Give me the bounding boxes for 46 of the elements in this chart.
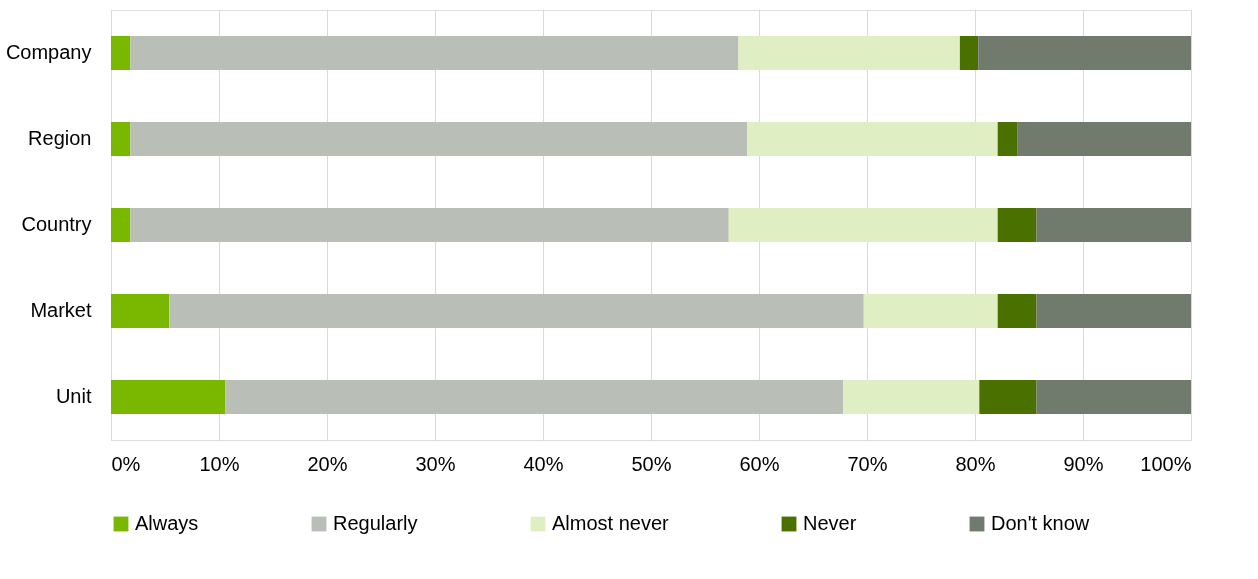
x-tick-label: 60% <box>739 452 780 475</box>
legend-label: Regularly <box>333 512 418 534</box>
bar <box>863 294 998 328</box>
x-tick-label: 0% <box>111 452 141 475</box>
legend-label: Almost never <box>552 512 670 534</box>
legend-label: Don't know <box>991 512 1090 534</box>
bar <box>130 122 748 156</box>
x-tick-label: 30% <box>415 452 456 475</box>
bar <box>111 122 131 156</box>
bar <box>1036 380 1191 414</box>
bar <box>169 294 864 328</box>
x-tick-label: 20% <box>307 452 348 475</box>
bar <box>111 380 226 414</box>
bar <box>225 380 844 414</box>
bar <box>959 36 979 70</box>
bar <box>111 208 131 242</box>
legend-label: Always <box>135 512 199 534</box>
bar <box>1036 208 1191 242</box>
bar <box>130 208 729 242</box>
x-tick-label: 10% <box>199 452 240 475</box>
bar <box>843 380 980 414</box>
y-tick-label: Country <box>21 213 92 235</box>
y-tick-label: Market <box>30 299 92 321</box>
bar <box>111 294 170 328</box>
bar <box>747 122 998 156</box>
bar <box>997 122 1018 156</box>
y-tick-label: Company <box>5 41 92 63</box>
x-tick-label: 90% <box>1063 452 1104 475</box>
bar <box>738 36 960 70</box>
bar <box>1017 122 1191 156</box>
bar <box>978 36 1191 70</box>
bar <box>997 208 1037 242</box>
bar <box>130 36 739 70</box>
x-tick-label: 70% <box>847 452 888 475</box>
x-tick-label: 40% <box>523 452 564 475</box>
legend-label: Never <box>803 512 857 534</box>
x-tick-label: 100% <box>1140 452 1192 475</box>
y-tick-label: Unit <box>55 385 92 407</box>
x-tick-label: 80% <box>955 452 996 475</box>
bar <box>1036 294 1191 328</box>
bar <box>979 380 1037 414</box>
bar <box>997 294 1037 328</box>
x-tick-label: 50% <box>631 452 672 475</box>
bar <box>728 208 998 242</box>
y-tick-label: Region <box>28 127 92 149</box>
bar <box>111 36 131 70</box>
